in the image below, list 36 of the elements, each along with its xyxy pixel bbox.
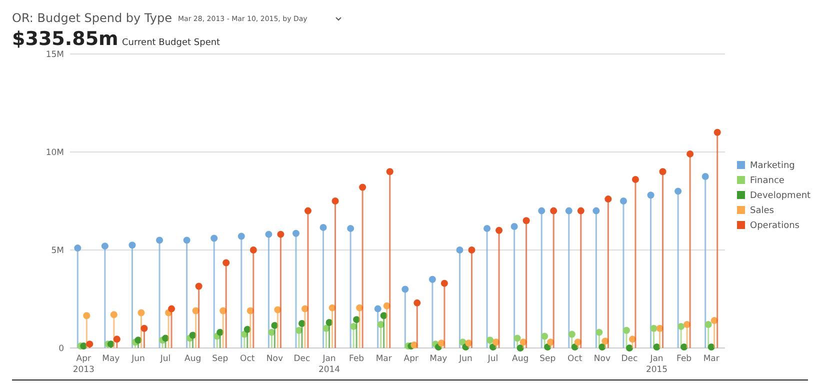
x-tick-label: Dec <box>294 354 311 364</box>
x-tick-label: Apr 2013 <box>72 354 94 375</box>
x-tick-label: Jun <box>458 354 472 364</box>
x-tick-label: Oct <box>568 354 583 364</box>
legend-label: Finance <box>750 176 785 186</box>
x-tick-label: Jun <box>130 354 145 364</box>
y-tick-label: 0 <box>58 344 64 354</box>
text: $335.85m <box>12 28 118 50</box>
x-tick-label: Sep <box>540 354 556 364</box>
text: Current Budget Spent <box>122 38 221 48</box>
x-tick-label: Oct <box>240 354 256 364</box>
y-tick-label: 15M <box>46 50 64 60</box>
x-tick-label: Dec <box>621 354 638 364</box>
x-tick-label: May <box>102 354 120 364</box>
x-tick-label: Nov <box>266 354 283 364</box>
y-tick-label: 5M <box>51 246 64 256</box>
x-tick-label: Feb <box>676 354 692 364</box>
x-tick-label: Apr <box>404 354 419 364</box>
x-tick-label: Mar <box>703 354 720 364</box>
chart-title: OR: Budget Spend by Type <box>12 11 172 25</box>
x-tick-label: Mar <box>376 354 392 364</box>
x-tick-label: Sep <box>212 354 228 364</box>
x-tick-label: Jan 2015 <box>646 354 668 375</box>
x-tick-label: May <box>430 354 448 364</box>
x-tick-label: Jan 2014 <box>318 354 340 375</box>
x-tick-label: Nov <box>594 354 610 364</box>
legend-label: Marketing <box>750 161 795 172</box>
x-tick-label: Aug <box>512 354 529 364</box>
legend-label: Development <box>750 191 812 202</box>
x-tick-label: Feb <box>349 354 364 364</box>
legend-label: Sales <box>750 206 774 216</box>
x-tick-label: Aug <box>184 354 202 364</box>
x-tick-label: Jul <box>159 354 171 364</box>
x-tick-label: Jul <box>486 354 498 364</box>
legend-label: Operations <box>750 221 800 232</box>
y-tick-label: 10M <box>46 148 64 158</box>
